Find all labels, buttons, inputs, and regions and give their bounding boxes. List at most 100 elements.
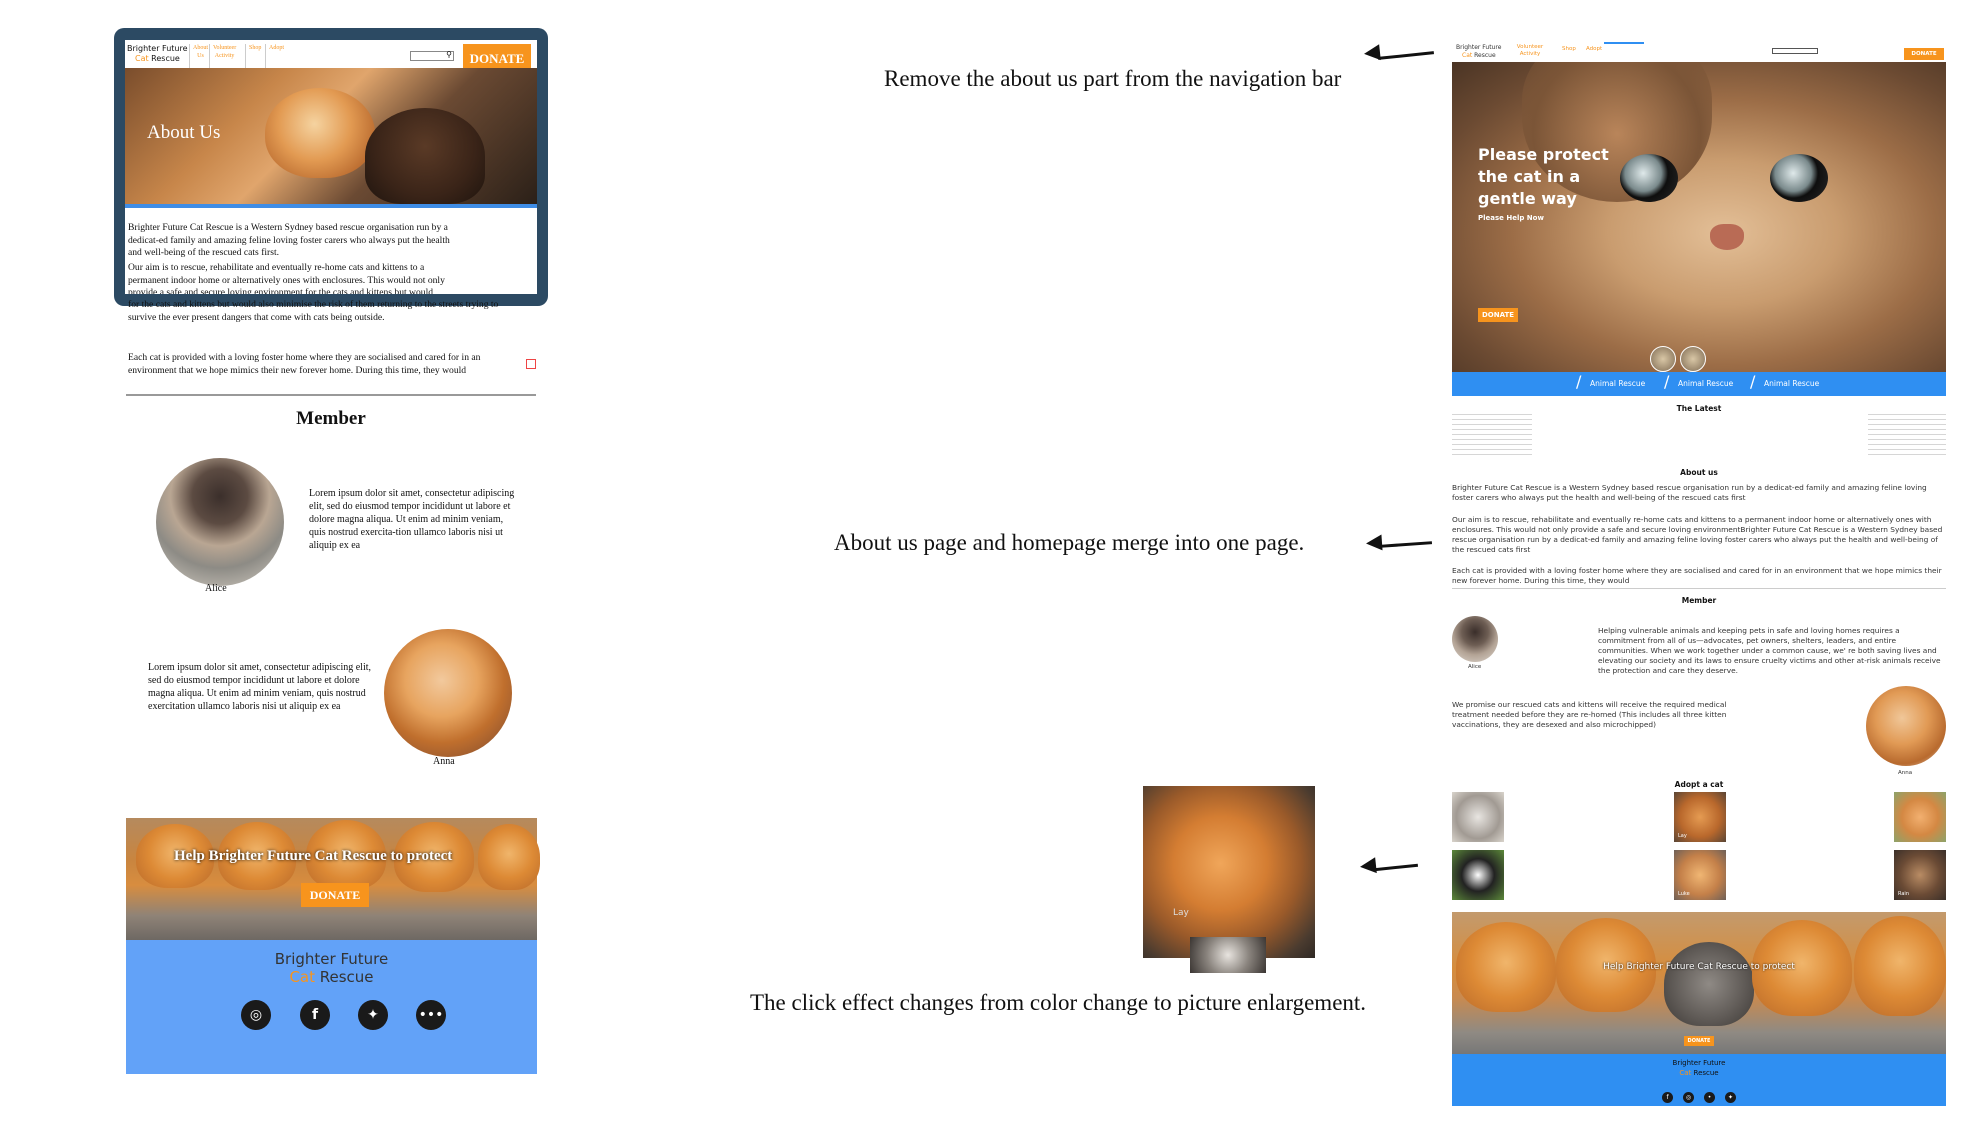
carousel-dot[interactable]	[1650, 346, 1676, 372]
right-member-avatar-anna	[1866, 686, 1946, 766]
tag-animal-rescue[interactable]: Animal Rescue	[1590, 379, 1646, 388]
right-nav-active-indicator	[1604, 42, 1644, 44]
banner-cat-shape	[1752, 920, 1852, 1016]
left-nav-label: About	[193, 45, 208, 51]
right-donate-banner: Help Brighter Future Cat Rescue to prote…	[1452, 912, 1946, 1054]
arrow-head-icon	[1363, 44, 1381, 62]
hero-person-shape	[365, 108, 485, 204]
right-about-paragraph-2: Our aim is to rescue, rehabilitate and e…	[1452, 515, 1943, 554]
right-member-title: Member	[1681, 596, 1717, 605]
left-nav-label: Us	[197, 53, 204, 59]
hero-cat-eye-right	[1770, 154, 1828, 202]
right-search-input[interactable]	[1772, 48, 1818, 54]
tag-animal-rescue[interactable]: Animal Rescue	[1764, 379, 1820, 388]
left-member-avatar-alice	[156, 458, 284, 586]
right-footer: Brighter Future Cat Rescue f ◎ • ✦	[1452, 1054, 1946, 1106]
hero-cat-nose	[1710, 224, 1744, 250]
banner-cat-shape	[1556, 918, 1656, 1012]
arrow-line	[1377, 51, 1435, 60]
left-footer: Brighter Future Cat Rescue ◎ f ✦ •••	[126, 940, 537, 1074]
left-member-avatar-anna	[384, 629, 512, 757]
more-icon[interactable]: •	[1704, 1092, 1715, 1103]
broken-image-icon	[526, 359, 536, 369]
right-tag-bar: / Animal Rescue / Animal Rescue / Animal…	[1452, 372, 1946, 396]
right-member-avatar-alice	[1452, 616, 1498, 662]
left-banner-donate-button[interactable]: DONATE	[301, 883, 369, 907]
left-donate-banner: Help Brighter Future Cat Rescue to prote…	[126, 818, 540, 940]
right-member-text-alice: Helping vulnerable animals and keeping p…	[1598, 626, 1941, 675]
facebook-icon[interactable]: f	[300, 1000, 330, 1030]
latest-news-item-right[interactable]	[1868, 414, 1946, 458]
annotation-merge-pages: About us page and homepage merge into on…	[834, 530, 1305, 555]
left-nav-item-shop[interactable]: Shop	[245, 44, 264, 68]
slash-divider: /	[1664, 372, 1670, 391]
adopt-cat-caption: Lay	[1678, 833, 1687, 839]
right-footer-logo-line1: Brighter Future	[1672, 1059, 1726, 1067]
left-banner-text: Help Brighter Future Cat Rescue to prote…	[174, 848, 453, 864]
instagram-icon[interactable]: ◎	[1683, 1092, 1694, 1103]
carousel-dot[interactable]	[1680, 346, 1706, 372]
adopt-cat-thumbnail[interactable]	[1452, 850, 1504, 900]
right-footer-logo-rescue: Rescue	[1693, 1069, 1719, 1077]
left-about-paragraph-2-overflow: Our aim is to rescue, rehabilitate and e…	[128, 298, 528, 338]
left-footer-logo: Brighter Future Cat Rescue	[126, 950, 537, 986]
annotation-click-effect: The click effect changes from color chan…	[750, 990, 1367, 1015]
adopt-cat-caption: Luke	[1678, 891, 1690, 897]
left-member-text-anna: Lorem ipsum dolor sit amet, consectetur …	[148, 662, 372, 712]
hero-line-1: Please protect	[1478, 145, 1609, 164]
banner-cat-shape	[218, 822, 296, 890]
right-nav-item-shop[interactable]: Shop	[1562, 46, 1576, 52]
left-nav-logo[interactable]: Brighter Future Cat Rescue	[127, 44, 197, 64]
left-nav-item-adopt[interactable]: Adopt	[265, 44, 287, 68]
tag-animal-rescue[interactable]: Animal Rescue	[1678, 379, 1734, 388]
banner-cat-shape	[306, 820, 386, 890]
banner-cat-shape	[478, 824, 540, 890]
slash-divider: /	[1576, 372, 1582, 391]
left-nav-item-volunteer[interactable]: Volunteer Activity	[209, 44, 239, 68]
right-divider	[1452, 588, 1946, 589]
right-nav-logo[interactable]: Brighter Future Cat Rescue	[1456, 44, 1501, 60]
left-about-page-screen: Brighter Future Cat Rescue About Us Volun…	[125, 40, 537, 294]
more-icon[interactable]: •••	[416, 1000, 446, 1030]
small-cat-thumbnail[interactable]	[1190, 937, 1266, 973]
adopt-cat-thumbnail[interactable]: Luke	[1674, 850, 1726, 900]
left-about-paragraph-1: Brighter Future Cat Rescue is a Western …	[128, 222, 450, 258]
right-adopt-title: Adopt a cat	[1674, 780, 1724, 789]
right-logo-rescue: Rescue	[1474, 52, 1496, 59]
left-search-input[interactable]: ⚲	[410, 50, 454, 61]
enlarged-cat-image[interactable]: Lay	[1143, 786, 1315, 958]
twitter-icon[interactable]: ✦	[1725, 1092, 1736, 1103]
right-merged-homepage: Brighter Future Cat Rescue Volunteer Act…	[1452, 42, 1946, 1106]
right-logo-cat: Cat	[1462, 52, 1473, 59]
right-banner-text: Help Brighter Future Cat Rescue to prote…	[1603, 962, 1795, 972]
latest-news-item-left[interactable]	[1452, 414, 1532, 458]
search-icon: ⚲	[446, 50, 452, 59]
right-nav-item-adopt[interactable]: Adopt	[1586, 46, 1603, 52]
adopt-cat-thumbnail[interactable]: Lay	[1674, 792, 1726, 842]
arrow-head-icon	[1365, 534, 1383, 552]
instagram-icon[interactable]: ◎	[241, 1000, 271, 1030]
facebook-icon[interactable]: f	[1662, 1092, 1673, 1103]
right-banner-donate-button[interactable]: DONATE	[1684, 1036, 1714, 1046]
right-nav-donate-button[interactable]: DONATE	[1904, 48, 1944, 60]
adopt-cat-thumbnail[interactable]	[1452, 792, 1504, 842]
left-hero-divider	[125, 204, 537, 208]
right-footer-logo-cat: Cat	[1679, 1069, 1692, 1077]
right-about-paragraph-1: Brighter Future Cat Rescue is a Western …	[1452, 483, 1927, 502]
adopt-cat-thumbnail[interactable]	[1894, 792, 1946, 842]
left-member-name-alice: Alice	[205, 583, 227, 594]
twitter-icon[interactable]: ✦	[358, 1000, 388, 1030]
arrow-line	[1373, 863, 1419, 872]
left-nav-label: Shop	[249, 45, 262, 51]
right-hero-donate-button[interactable]: DONATE	[1478, 308, 1518, 322]
left-hero-title: About Us	[147, 122, 221, 143]
right-member-name-alice: Alice	[1468, 664, 1482, 670]
right-nav-item-volunteer[interactable]: Volunteer Activity	[1516, 44, 1544, 57]
left-about-paragraph-3: Each cat is provided with a loving foste…	[128, 352, 481, 376]
left-nav-item-about-us[interactable]: About Us	[189, 44, 211, 68]
banner-cat-shape	[394, 822, 474, 892]
arrow-head-icon	[1359, 857, 1377, 875]
adopt-cat-thumbnail[interactable]: Rain	[1894, 850, 1946, 900]
annotation-remove-about-us: Remove the about us part from the naviga…	[884, 66, 1342, 91]
left-footer-logo-cat: Cat	[289, 968, 315, 986]
